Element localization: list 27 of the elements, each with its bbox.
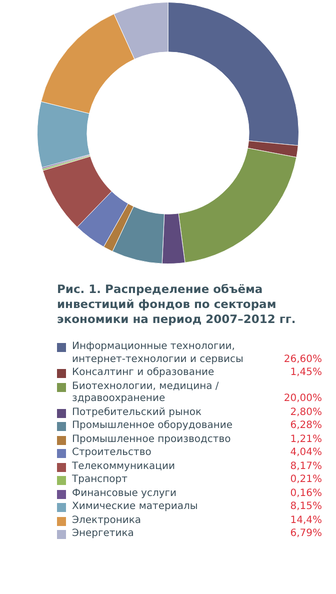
legend-label: Телекоммуникации: [72, 460, 176, 473]
legend-label: Строительство: [72, 447, 152, 460]
legend-label: Биотехнологии, медицина / здравоохранение: [72, 380, 220, 406]
data-label: 0,21%: [289, 474, 322, 486]
data-label: 14,4%: [289, 514, 322, 527]
legend-label: Промышленное производство: [72, 434, 232, 446]
data-label: 4,04%: [289, 447, 322, 460]
text: Рис. 1. Распределение объёма инвестиций фондов по секторам экономики на период 2007–2012 гг.: [57, 282, 297, 327]
legend-label: Потребительский рынок: [72, 406, 203, 419]
data-label: 1,45%: [289, 367, 322, 380]
data-label: 6,28%: [289, 420, 322, 432]
legend-label: Промышленное оборудование: [72, 420, 234, 432]
data-label: 8,17%: [289, 460, 322, 473]
data-label: 20,00%: [282, 393, 322, 406]
data-label: 1,21%: [289, 434, 322, 446]
legend-label: Транспорт: [72, 474, 128, 486]
data-label: 26,60%: [282, 354, 322, 366]
legend-label: Информационные технологии, интернет-технологии и сервисы: [72, 341, 244, 366]
legend-label: Химические материалы: [72, 501, 199, 514]
legend-label: Электроника: [72, 514, 142, 527]
data-label: 0,16%: [289, 488, 322, 500]
legend-label: Консалтинг и образование: [72, 367, 216, 380]
data-label: 6,79%: [289, 528, 322, 540]
legend-label: Энергетика: [72, 528, 135, 540]
legend-label: Финансовые услуги: [72, 488, 178, 500]
data-label: 2,80%: [289, 406, 322, 419]
data-label: 8,15%: [289, 501, 322, 514]
